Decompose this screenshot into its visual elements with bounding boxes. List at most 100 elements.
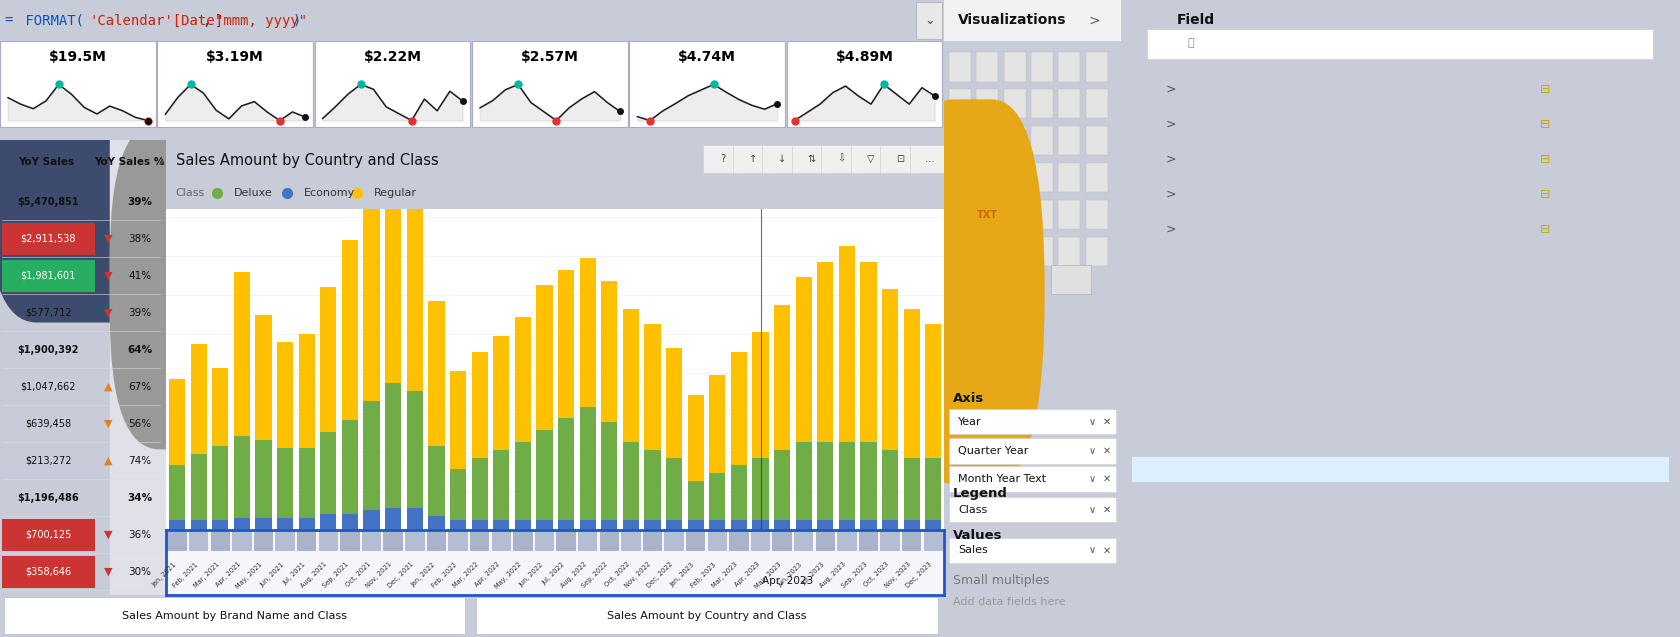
Bar [450,371,465,469]
Text: May, 2022: May, 2022 [494,561,522,590]
FancyBboxPatch shape [1003,237,1026,266]
FancyBboxPatch shape [773,531,791,551]
FancyBboxPatch shape [976,237,998,266]
Bar [904,457,921,520]
Text: Visualizations: Visualizations [958,13,1067,27]
Bar [536,285,553,430]
Text: $4.89M: $4.89M [835,50,894,64]
Text: 64%: 64% [128,345,153,355]
FancyBboxPatch shape [512,531,533,551]
Bar [212,446,228,520]
Text: $700,125: $700,125 [25,530,72,540]
Bar [428,446,445,516]
Text: $639,458: $639,458 [25,419,71,429]
FancyBboxPatch shape [795,531,813,551]
Text: Aug, 2022: Aug, 2022 [559,561,588,589]
Text: 38%: 38% [128,234,151,244]
FancyBboxPatch shape [1085,237,1107,266]
Text: ▼: ▼ [104,530,113,540]
Bar [926,457,941,520]
FancyBboxPatch shape [949,237,971,266]
Bar [255,315,272,440]
FancyBboxPatch shape [976,126,998,155]
FancyBboxPatch shape [475,598,939,634]
Bar [234,436,250,519]
Text: 🔍: 🔍 [1188,38,1194,48]
FancyBboxPatch shape [492,531,511,551]
FancyBboxPatch shape [911,145,951,173]
FancyBboxPatch shape [643,531,662,551]
Text: 39%: 39% [128,308,151,318]
FancyBboxPatch shape [534,531,554,551]
Text: >: > [1166,153,1176,166]
Bar [190,454,207,520]
Bar [407,140,423,391]
Text: Apr, 2021: Apr, 2021 [215,561,242,589]
Text: >: > [1166,188,1176,201]
Bar [687,481,704,520]
Bar [341,420,358,514]
Bar [385,508,402,530]
FancyBboxPatch shape [2,260,94,292]
FancyBboxPatch shape [949,438,1116,464]
Bar [645,520,660,530]
Text: "mmm, yyyy": "mmm, yyyy" [215,14,307,27]
FancyBboxPatch shape [1058,163,1080,192]
Text: $1,196,486: $1,196,486 [17,493,79,503]
Bar [665,348,682,457]
Bar [709,520,726,530]
Bar [299,334,314,448]
Text: ∨: ∨ [1089,446,1095,456]
FancyBboxPatch shape [949,497,1116,522]
FancyBboxPatch shape [1085,163,1107,192]
Text: >: > [1166,223,1176,236]
FancyBboxPatch shape [976,163,998,192]
Text: Small multiples: Small multiples [953,575,1050,587]
Text: 56%: 56% [128,419,151,429]
Text: ✕: ✕ [1104,417,1110,427]
FancyBboxPatch shape [276,531,296,551]
Bar [299,519,314,530]
Text: Jan, 2022: Jan, 2022 [410,561,437,587]
Bar [407,391,423,508]
Bar [601,520,617,530]
Text: Deluxe: Deluxe [234,188,272,198]
FancyBboxPatch shape [427,531,447,551]
Text: $19.5M: $19.5M [49,50,108,64]
FancyBboxPatch shape [949,52,971,82]
Text: ↑: ↑ [749,154,758,164]
Text: Sales Amount by Country and Class: Sales Amount by Country and Class [176,153,438,168]
Text: Dec, 2022: Dec, 2022 [645,561,674,589]
Text: Feb, 2022: Feb, 2022 [430,561,459,589]
FancyBboxPatch shape [297,531,316,551]
Text: ▽: ▽ [867,154,875,164]
Bar [796,278,811,442]
Bar [255,519,272,530]
FancyBboxPatch shape [470,531,489,551]
Bar [212,368,228,446]
FancyBboxPatch shape [1058,52,1080,82]
Text: $213,272: $213,272 [25,456,72,466]
FancyBboxPatch shape [1085,126,1107,155]
Bar [558,419,575,520]
Text: $358,646: $358,646 [25,567,71,577]
Bar [623,520,638,530]
FancyBboxPatch shape [578,531,598,551]
Text: $5,470,851: $5,470,851 [17,197,79,207]
FancyBboxPatch shape [1003,163,1026,192]
Bar [709,473,726,520]
Text: Axis: Axis [953,392,984,404]
Bar [816,520,833,530]
FancyBboxPatch shape [1032,237,1053,266]
FancyBboxPatch shape [556,531,576,551]
Text: >: > [1166,83,1176,96]
Bar [796,442,811,520]
Bar [321,514,336,530]
Bar [472,457,487,520]
Text: Mar, 2023: Mar, 2023 [711,561,739,589]
FancyBboxPatch shape [168,531,186,551]
FancyBboxPatch shape [949,163,971,192]
FancyBboxPatch shape [1058,237,1080,266]
FancyBboxPatch shape [949,200,971,229]
Text: ,: , [203,14,220,27]
